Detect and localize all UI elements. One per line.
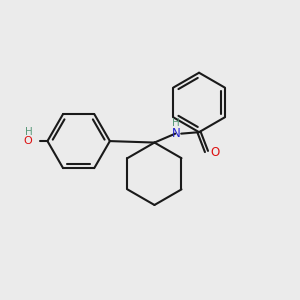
Text: O: O [210,146,219,160]
Text: H: H [172,118,180,128]
Text: H: H [25,127,33,137]
Text: O: O [24,136,33,146]
Text: N: N [172,127,181,140]
